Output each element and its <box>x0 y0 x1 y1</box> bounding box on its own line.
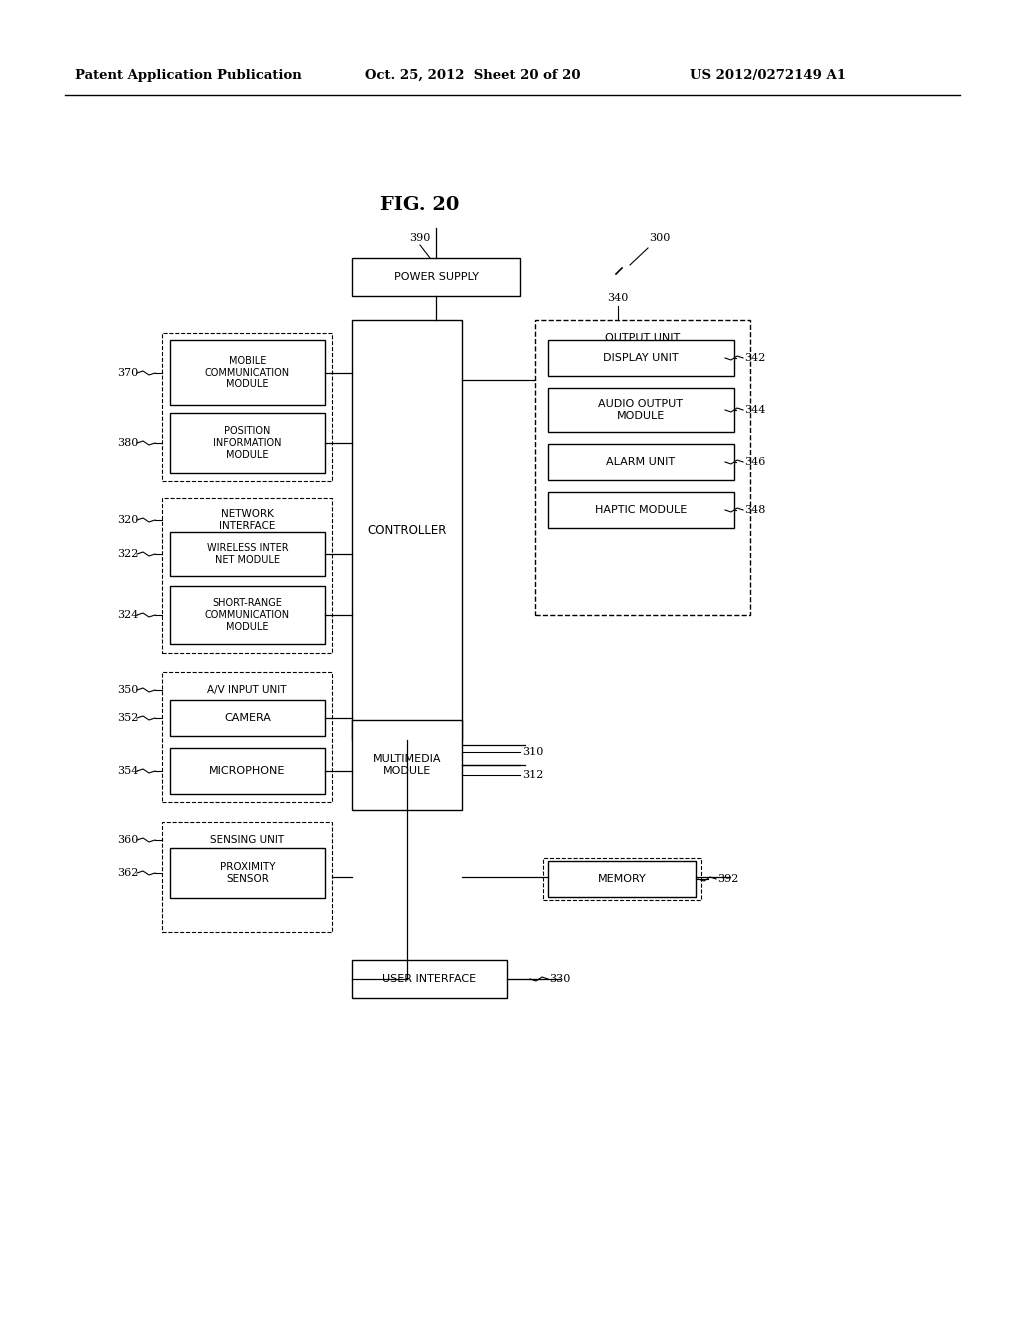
Text: PROXIMITY
SENSOR: PROXIMITY SENSOR <box>220 862 275 884</box>
Bar <box>352 960 507 998</box>
Text: FIG. 20: FIG. 20 <box>380 195 460 214</box>
Text: 380: 380 <box>118 438 138 447</box>
Text: CAMERA: CAMERA <box>224 713 271 723</box>
Text: 344: 344 <box>744 405 766 414</box>
Bar <box>548 388 734 432</box>
Bar <box>548 492 734 528</box>
Text: 300: 300 <box>649 234 671 243</box>
Bar <box>352 257 520 296</box>
Text: NETWORK
INTERFACE: NETWORK INTERFACE <box>219 510 275 531</box>
Bar <box>170 748 325 795</box>
Bar <box>162 672 332 803</box>
Text: Patent Application Publication: Patent Application Publication <box>75 69 302 82</box>
Bar <box>352 319 462 741</box>
Text: 354: 354 <box>118 766 138 776</box>
Text: US 2012/0272149 A1: US 2012/0272149 A1 <box>690 69 846 82</box>
Text: 352: 352 <box>118 713 138 723</box>
Text: 340: 340 <box>607 293 629 304</box>
Text: 360: 360 <box>118 836 138 845</box>
Text: SHORT-RANGE
COMMUNICATION
MODULE: SHORT-RANGE COMMUNICATION MODULE <box>205 598 290 631</box>
Text: 348: 348 <box>744 506 766 515</box>
Text: Oct. 25, 2012  Sheet 20 of 20: Oct. 25, 2012 Sheet 20 of 20 <box>365 69 581 82</box>
Text: POWER SUPPLY: POWER SUPPLY <box>393 272 478 282</box>
Bar <box>535 319 750 615</box>
Bar <box>170 700 325 737</box>
Text: 322: 322 <box>118 549 138 558</box>
Text: 392: 392 <box>718 874 738 884</box>
Text: ALARM UNIT: ALARM UNIT <box>606 457 676 467</box>
Text: MULTIMEDIA
MODULE: MULTIMEDIA MODULE <box>373 754 441 776</box>
Text: WIRELESS INTER
NET MODULE: WIRELESS INTER NET MODULE <box>207 544 289 565</box>
Text: OUTPUT UNIT: OUTPUT UNIT <box>605 333 680 343</box>
Text: AUDIO OUTPUT
MODULE: AUDIO OUTPUT MODULE <box>598 399 683 421</box>
Text: 362: 362 <box>118 869 138 878</box>
Text: 350: 350 <box>118 685 138 696</box>
Bar <box>162 822 332 932</box>
Text: USER INTERFACE: USER INTERFACE <box>382 974 476 983</box>
Text: 310: 310 <box>522 747 544 756</box>
Text: 390: 390 <box>410 234 431 243</box>
Text: MICROPHONE: MICROPHONE <box>209 766 286 776</box>
Text: MOBILE
COMMUNICATION
MODULE: MOBILE COMMUNICATION MODULE <box>205 356 290 389</box>
Bar <box>170 413 325 473</box>
Text: DISPLAY UNIT: DISPLAY UNIT <box>603 352 679 363</box>
Bar <box>170 532 325 576</box>
Bar <box>352 719 462 810</box>
Text: CONTROLLER: CONTROLLER <box>368 524 446 536</box>
Bar <box>170 341 325 405</box>
Text: A/V INPUT UNIT: A/V INPUT UNIT <box>207 685 287 696</box>
Text: 320: 320 <box>118 515 138 525</box>
Bar <box>170 847 325 898</box>
Text: 324: 324 <box>118 610 138 620</box>
Bar <box>170 586 325 644</box>
Bar <box>548 444 734 480</box>
Text: MEMORY: MEMORY <box>598 874 646 884</box>
Text: POSITION
INFORMATION
MODULE: POSITION INFORMATION MODULE <box>213 426 282 459</box>
Bar <box>543 858 701 900</box>
Bar <box>162 333 332 480</box>
Text: 342: 342 <box>744 352 766 363</box>
Text: HAPTIC MODULE: HAPTIC MODULE <box>595 506 687 515</box>
Bar <box>162 498 332 653</box>
Bar <box>548 341 734 376</box>
Text: 370: 370 <box>118 368 138 378</box>
Text: 312: 312 <box>522 770 544 780</box>
Text: 330: 330 <box>549 974 570 983</box>
Bar <box>548 861 696 898</box>
Text: SENSING UNIT: SENSING UNIT <box>210 836 284 845</box>
Text: 346: 346 <box>744 457 766 467</box>
